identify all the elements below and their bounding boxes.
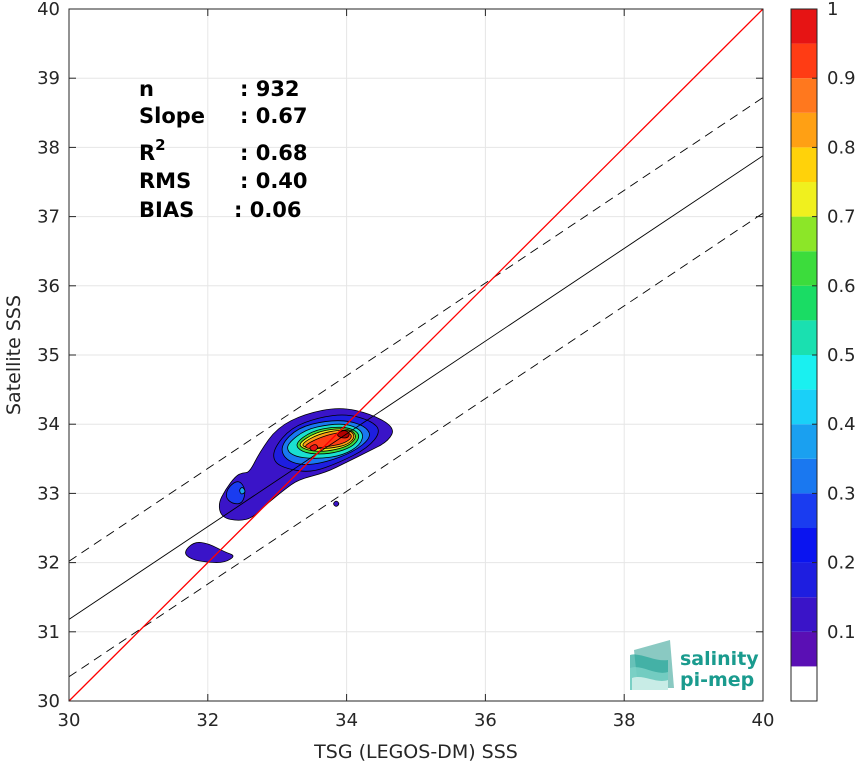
regression-line (68, 155, 764, 620)
stat-r2-label: R2 (139, 136, 166, 165)
density-contour (225, 481, 246, 505)
colorbar (790, 8, 818, 702)
colorbar-tick-label: 0.1 (827, 622, 856, 643)
colorbar-tick-label: 0.4 (827, 414, 856, 435)
lower-bound-line (68, 212, 764, 678)
identity-line (68, 8, 764, 702)
stat-r2-superscript: 2 (155, 136, 165, 154)
x-tick-label: 36 (474, 710, 497, 731)
x-tick-label: 38 (613, 710, 636, 731)
colorbar-tick-label: 0.2 (827, 553, 856, 574)
colorbar-segment (791, 43, 817, 79)
x-tick-label: 32 (196, 710, 219, 731)
stat-n-value: : 932 (240, 77, 300, 101)
y-axis-ticks: 30 31 32 33 34 35 36 37 38 39 40 (37, 0, 763, 712)
density-contour (337, 430, 350, 439)
fit-lines (68, 8, 764, 702)
colorbar-segment (791, 493, 817, 528)
x-axis-ticks: 30 32 34 36 38 40 (58, 9, 775, 731)
colorbar-segment (791, 251, 817, 286)
stat-r2-value: : 0.68 (240, 141, 308, 165)
colorbar-segment (791, 112, 817, 148)
y-tick-label: 36 (37, 276, 60, 297)
density-contour (185, 542, 234, 564)
density-contours (185, 408, 393, 564)
colorbar-segment (791, 389, 817, 425)
colorbar-tick-label: 0.6 (827, 276, 856, 297)
stat-slope-label: Slope (139, 104, 205, 128)
stat-rms-value: : 0.40 (240, 169, 308, 193)
stat-n-label: n (139, 77, 154, 101)
colorbar-segment (791, 285, 817, 321)
colorbar-segment (791, 355, 817, 390)
y-tick-label: 39 (37, 68, 60, 89)
colorbar-segment (791, 597, 817, 632)
colorbar-segment (791, 424, 817, 459)
colorbar-segment (791, 631, 817, 667)
y-tick-label: 38 (37, 137, 60, 158)
upper-bound-line (68, 97, 764, 562)
colorbar-ticks: 0.1 0.2 0.3 0.4 0.5 0.6 0.7 0.8 0.9 1 (812, 0, 856, 643)
stat-slope-value: : 0.67 (240, 104, 308, 128)
stat-r2-base: R (139, 141, 155, 165)
x-axis-label: TSG (LEGOS-DM) SSS (313, 741, 518, 763)
colorbar-tick-label: 0.3 (827, 483, 856, 504)
colorbar-segment (791, 528, 817, 563)
stats-box: n : 932 Slope : 0.67 R2 : 0.68 RMS : 0.4… (139, 77, 308, 222)
colorbar-segment (791, 666, 817, 701)
y-tick-label: 34 (37, 414, 60, 435)
colorbar-tick-label: 0.5 (827, 345, 856, 366)
y-tick-label: 35 (37, 345, 60, 366)
y-tick-label: 30 (37, 691, 60, 712)
y-tick-label: 37 (37, 207, 60, 228)
salinity-pi-mep-logo: salinity pi-mep (630, 640, 759, 691)
colorbar-tick-label: 1 (827, 0, 838, 20)
logo-line-1: salinity (680, 648, 759, 670)
y-tick-label: 31 (37, 622, 60, 643)
stat-bias-value: : 0.06 (234, 198, 302, 222)
density-contour (333, 500, 340, 507)
colorbar-segment (791, 78, 817, 113)
stat-rms-label: RMS (139, 169, 191, 193)
colorbar-segment (791, 320, 817, 355)
logo-line-2: pi-mep (680, 669, 754, 691)
density-contour (239, 487, 246, 495)
colorbar-tick-label: 0.9 (827, 68, 856, 89)
x-tick-label: 30 (58, 710, 81, 731)
y-tick-label: 40 (37, 0, 60, 20)
colorbar-tick-label: 0.8 (827, 137, 856, 158)
colorbar-segment (791, 182, 817, 217)
density-contour (309, 444, 319, 452)
x-tick-label: 40 (752, 710, 775, 731)
logo-wave-icon (630, 640, 674, 690)
stat-bias-label: BIAS (139, 198, 194, 222)
colorbar-segment (791, 147, 817, 182)
y-tick-label: 33 (37, 483, 60, 504)
colorbar-tick-label: 0.7 (827, 207, 856, 228)
colorbar-segment (791, 216, 817, 252)
colorbar-segment (791, 458, 817, 494)
colorbar-segment (791, 562, 817, 598)
y-axis-label: Satellite SSS (3, 295, 25, 415)
colorbar-segment (791, 9, 817, 44)
y-tick-label: 32 (37, 553, 60, 574)
x-tick-label: 34 (335, 710, 358, 731)
